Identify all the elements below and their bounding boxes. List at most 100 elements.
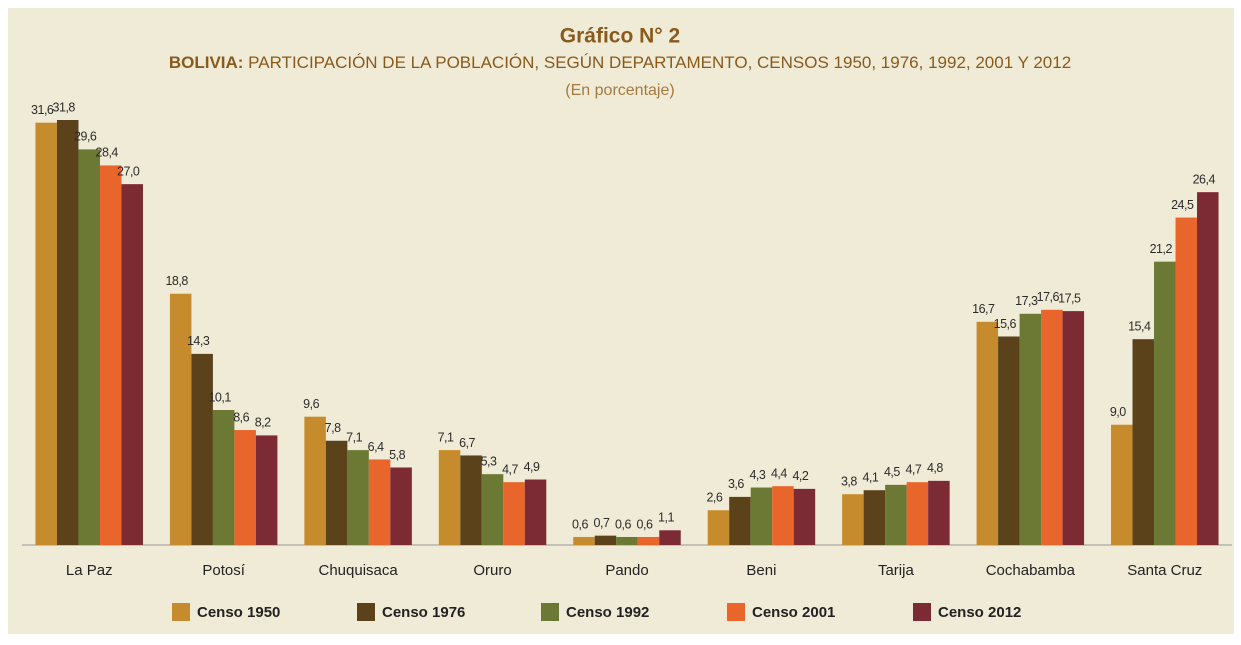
bar — [750, 487, 773, 545]
bar — [347, 450, 369, 545]
value-label: 4,4 — [771, 466, 787, 480]
bar — [524, 479, 547, 545]
x-tick-label: Tarija — [878, 562, 915, 579]
value-label: 8,2 — [255, 416, 271, 430]
value-label: 0,7 — [594, 516, 610, 530]
bar — [1062, 311, 1085, 545]
value-label: 4,3 — [749, 468, 765, 482]
bar — [1111, 424, 1133, 545]
value-label: 7,8 — [325, 421, 341, 435]
legend-swatch — [172, 603, 190, 621]
value-label: 4,2 — [792, 469, 808, 483]
legend-swatch — [913, 603, 931, 621]
value-label: 7,1 — [438, 430, 454, 444]
value-label: 4,7 — [905, 462, 921, 476]
value-label: 9,6 — [303, 397, 319, 411]
value-label: 16,7 — [972, 302, 995, 316]
value-label: 15,6 — [994, 317, 1017, 331]
value-label: 3,8 — [841, 475, 857, 489]
value-label: 27,0 — [117, 164, 140, 178]
subtitle-text: PARTICIPACIÓN DE LA POBLACIÓN, SEGÚN DEP… — [243, 53, 1071, 72]
value-label: 8,6 — [233, 410, 249, 424]
bar — [863, 490, 886, 545]
bar — [906, 482, 929, 545]
value-label: 4,5 — [884, 465, 900, 479]
legend-label: Censo 1950 — [197, 604, 280, 621]
bar — [998, 336, 1020, 545]
bar — [503, 482, 525, 545]
x-tick-label: Oruro — [473, 562, 511, 579]
bar — [885, 484, 907, 545]
value-label: 29,6 — [74, 130, 97, 144]
x-tick-label: Beni — [746, 562, 776, 579]
bar — [1041, 309, 1063, 545]
legend-label: Censo 2012 — [938, 604, 1021, 621]
value-label: 1,1 — [658, 511, 674, 525]
value-label: 31,6 — [31, 103, 54, 117]
legend-swatch — [357, 603, 375, 621]
value-label: 6,4 — [368, 440, 384, 454]
bar — [212, 410, 235, 545]
legend-swatch — [727, 603, 745, 621]
value-label: 4,1 — [862, 471, 878, 485]
value-label: 14,3 — [187, 334, 210, 348]
bar — [438, 450, 461, 545]
bar — [659, 530, 681, 545]
value-label: 0,6 — [572, 517, 588, 531]
bar — [121, 184, 143, 545]
value-label: 2,6 — [706, 491, 722, 505]
bar — [1132, 339, 1155, 545]
value-label: 17,6 — [1037, 290, 1060, 304]
x-tick-label: Santa Cruz — [1127, 562, 1202, 579]
chart-note: (En porcentaje) — [565, 82, 674, 99]
bar — [793, 488, 816, 545]
bar — [460, 455, 482, 545]
x-tick-label: La Paz — [66, 562, 113, 579]
value-label: 0,6 — [615, 517, 631, 531]
bar — [573, 536, 595, 545]
bar — [390, 467, 412, 545]
value-label: 10,1 — [208, 390, 231, 404]
bar — [976, 321, 999, 545]
value-label: 18,8 — [165, 274, 188, 288]
bar — [1019, 313, 1042, 545]
value-label: 6,7 — [459, 436, 475, 450]
bar — [729, 496, 751, 545]
legend-label: Censo 1976 — [382, 604, 465, 621]
bar — [35, 122, 57, 545]
bar — [255, 435, 278, 545]
bar — [1154, 261, 1176, 545]
value-label: 21,2 — [1150, 242, 1173, 256]
subtitle-bold: BOLIVIA: — [169, 53, 244, 72]
value-label: 3,6 — [728, 477, 744, 491]
value-label: 24,5 — [1171, 198, 1194, 212]
bar — [78, 149, 100, 545]
bar — [707, 510, 730, 545]
bar — [1197, 192, 1219, 546]
value-label: 15,4 — [1128, 319, 1151, 333]
value-label: 4,9 — [524, 460, 540, 474]
bar — [169, 293, 192, 545]
legend-label: Censo 1992 — [566, 604, 649, 621]
bar — [304, 416, 326, 545]
chart-title: Gráfico N° 2 — [560, 25, 680, 48]
bar — [1175, 217, 1198, 545]
value-label: 17,5 — [1058, 291, 1081, 305]
bar — [594, 535, 617, 545]
value-label: 26,4 — [1193, 172, 1216, 186]
value-label: 0,6 — [637, 517, 653, 531]
bar — [99, 165, 122, 545]
legend-swatch — [541, 603, 559, 621]
chart-subtitle: BOLIVIA: PARTICIPACIÓN DE LA POBLACIÓN, … — [169, 53, 1071, 72]
value-label: 7,1 — [346, 430, 362, 444]
x-tick-label: Potosí — [202, 562, 245, 579]
bar — [772, 486, 794, 545]
bar — [481, 474, 504, 545]
value-label: 5,8 — [389, 448, 405, 462]
bar — [56, 120, 79, 545]
value-label: 5,3 — [481, 454, 497, 468]
value-label: 31,8 — [53, 100, 76, 114]
bar — [842, 494, 864, 545]
